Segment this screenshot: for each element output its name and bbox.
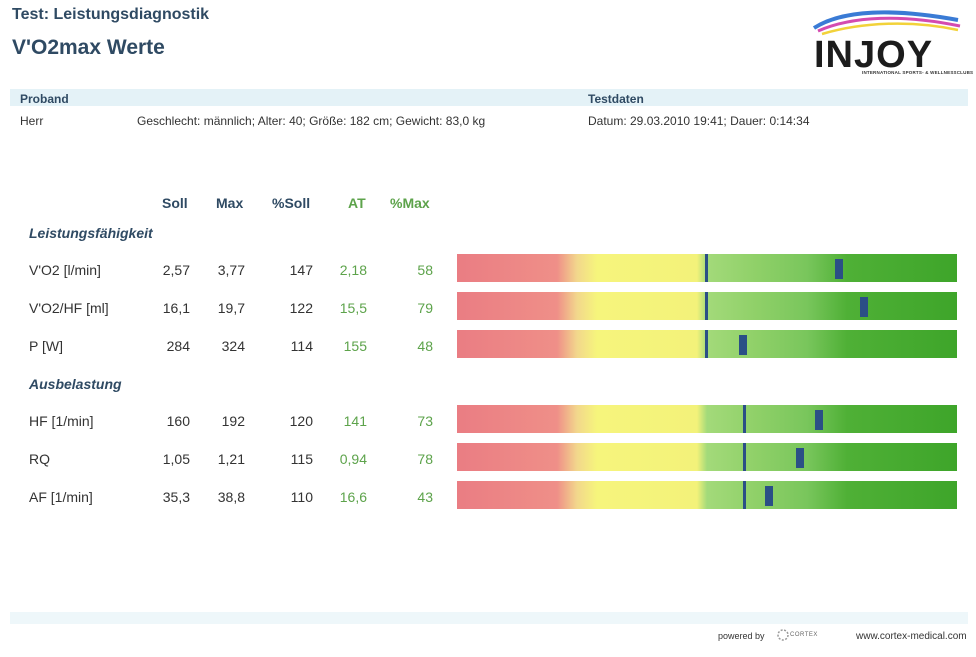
value-pmax: 73 xyxy=(417,413,433,429)
row-label: HF [1/min] xyxy=(29,413,94,429)
value-pmax: 43 xyxy=(417,489,433,505)
row-label: AF [1/min] xyxy=(29,489,93,505)
value-marker xyxy=(765,486,773,506)
reference-marker xyxy=(743,405,746,433)
value-marker xyxy=(815,410,823,430)
col-at: AT xyxy=(348,195,366,211)
injoy-logo: INJOY INTERNATIONAL SPORTS- & WELLNESSCL… xyxy=(812,8,973,78)
row-label: V'O2 [l/min] xyxy=(29,262,101,278)
value-max: 19,7 xyxy=(217,300,245,316)
value-soll: 2,57 xyxy=(162,262,190,278)
section-ausbelastung: Ausbelastung xyxy=(29,376,122,392)
website-link[interactable]: www.cortex-medical.com xyxy=(856,631,967,642)
col-pmax: %Max xyxy=(390,195,430,211)
value-at: 141 xyxy=(343,413,367,429)
value-marker xyxy=(835,259,843,279)
value-psoll: 115 xyxy=(290,451,313,467)
value-at: 16,6 xyxy=(339,489,367,505)
value-psoll: 122 xyxy=(289,300,313,316)
testdaten-details: Datum: 29.03.2010 19:41; Dauer: 0:14:34 xyxy=(588,114,810,128)
row-label: V'O2/HF [ml] xyxy=(29,300,109,316)
proband-details: Geschlecht: männlich; Alter: 40; Größe: … xyxy=(137,114,486,128)
page-title: V'O2max Werte xyxy=(12,36,165,59)
col-max: Max xyxy=(216,195,244,211)
logo-tagline: INTERNATIONAL SPORTS- & WELLNESSCLUBS xyxy=(862,70,974,75)
cortex-brand: CORTEX xyxy=(790,632,818,638)
value-marker xyxy=(796,448,804,468)
value-pmax: 48 xyxy=(417,338,433,354)
proband-salutation: Herr xyxy=(20,114,44,128)
value-soll: 1,05 xyxy=(162,451,190,467)
rating-bar xyxy=(457,254,957,282)
rating-bar xyxy=(457,330,957,358)
rating-bar xyxy=(457,443,957,471)
col-soll: Soll xyxy=(162,195,188,211)
reference-marker xyxy=(743,443,746,471)
value-at: 2,18 xyxy=(339,262,367,278)
rating-bar xyxy=(457,405,957,433)
value-soll: 16,1 xyxy=(162,300,190,316)
col-psoll: %Soll xyxy=(272,195,311,211)
rating-bar xyxy=(457,292,957,320)
section-leistungsfaehigkeit: Leistungsfähigkeit xyxy=(29,225,153,241)
info-band xyxy=(10,89,968,106)
value-soll: 284 xyxy=(166,338,190,354)
proband-label: Proband xyxy=(20,92,69,106)
value-psoll: 147 xyxy=(289,262,313,278)
value-marker xyxy=(860,297,868,317)
testdaten-label: Testdaten xyxy=(588,92,644,106)
value-max: 1,21 xyxy=(217,451,245,467)
value-max: 192 xyxy=(221,413,245,429)
value-pmax: 78 xyxy=(417,451,433,467)
logo-word: INJOY xyxy=(814,34,934,76)
value-soll: 160 xyxy=(166,413,190,429)
value-max: 3,77 xyxy=(217,262,245,278)
value-marker xyxy=(739,335,747,355)
value-at: 155 xyxy=(343,338,367,354)
page-title-top: Test: Leistungsdiagnostik xyxy=(12,6,210,23)
value-max: 38,8 xyxy=(217,489,245,505)
value-max: 324 xyxy=(221,338,245,354)
footer-band xyxy=(10,612,968,624)
value-at: 15,5 xyxy=(339,300,367,316)
reference-marker xyxy=(705,254,708,282)
row-label: RQ xyxy=(29,451,50,467)
value-soll: 35,3 xyxy=(162,489,190,505)
reference-marker xyxy=(705,330,708,358)
reference-marker xyxy=(743,481,746,509)
row-label: P [W] xyxy=(29,338,63,354)
value-pmax: 79 xyxy=(417,300,433,316)
reference-marker xyxy=(705,292,708,320)
value-psoll: 114 xyxy=(290,338,313,354)
value-psoll: 110 xyxy=(290,489,313,505)
powered-by-text: powered by xyxy=(718,631,765,641)
value-at: 0,94 xyxy=(339,451,367,467)
cortex-logo-icon xyxy=(777,629,789,641)
value-psoll: 120 xyxy=(289,413,313,429)
value-pmax: 58 xyxy=(417,262,433,278)
rating-bar xyxy=(457,481,957,509)
